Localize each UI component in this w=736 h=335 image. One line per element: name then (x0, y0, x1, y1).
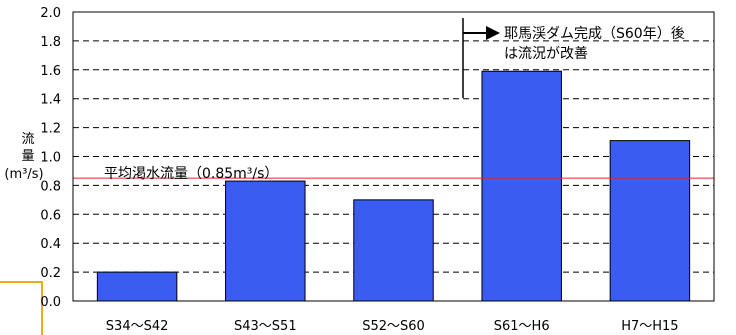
y-tick-label: 0.8 (40, 179, 61, 194)
y-axis-label-line2: 量 (21, 149, 34, 164)
reference-line-label: 平均渇水流量（0.85m³/s） (104, 166, 278, 182)
annotation-text-line2: は流況が改善 (504, 46, 588, 62)
y-axis-label-line1: 流 (21, 132, 34, 147)
x-category-label: H7～H15 (621, 319, 678, 334)
orange-bracket (0, 281, 43, 335)
x-category-label: S61～H6 (494, 319, 550, 334)
bar (225, 180, 306, 302)
y-axis-label-line3: (m³/s) (4, 167, 43, 182)
y-tick-label: 1.6 (40, 64, 61, 79)
y-tick-label: 0.6 (40, 208, 61, 223)
x-category-label: S52～S60 (362, 319, 425, 334)
annotation-arrow-head (486, 26, 500, 40)
y-tick-label: 2.0 (40, 6, 61, 21)
x-category-label: S34～S42 (106, 319, 169, 334)
annotation-text-line1: 耶馬渓ダム完成（S60年）後 (504, 26, 685, 42)
y-tick-labels: 0.0 0.2 0.4 0.6 0.8 1.0 1.2 1.4 1.6 1.8 2.0 (40, 6, 61, 310)
bar (481, 70, 562, 302)
bar (353, 199, 434, 302)
bar (609, 140, 691, 302)
y-tick-label: 1.4 (40, 93, 61, 108)
y-tick-label: 0.0 (40, 295, 61, 310)
y-tick-label: 1.0 (40, 151, 61, 166)
y-tick-label: 1.8 (40, 35, 61, 50)
bar (96, 271, 178, 302)
x-category-labels: S34～S42 S43～S51 S52～S60 S61～H6 H7～H15 (106, 319, 679, 334)
y-tick-label: 1.2 (40, 122, 61, 137)
y-tick-label: 0.2 (40, 266, 61, 281)
plot-frame (72, 11, 715, 302)
x-category-label: S43～S51 (234, 319, 297, 334)
bars (96, 70, 691, 302)
y-tick-label: 0.4 (40, 237, 61, 252)
